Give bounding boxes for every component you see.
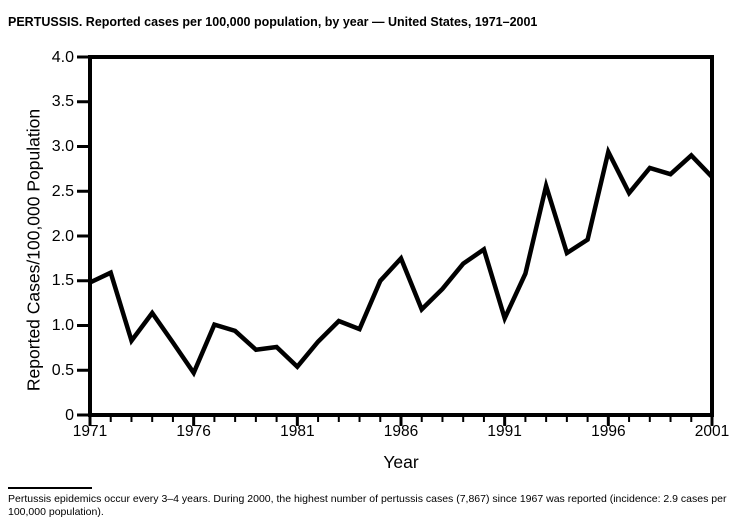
y-tick-label: 0 — [65, 406, 74, 424]
y-tick-label: 1.0 — [51, 317, 74, 334]
pertussis-data-line — [89, 145, 714, 378]
x-tick-label: 1986 — [383, 423, 419, 440]
chart-title: PERTUSSIS. Reported cases per 100,000 po… — [8, 15, 538, 29]
plot-frame — [88, 55, 714, 417]
x-tick-label: 1996 — [591, 423, 626, 440]
x-tick-label: 2001 — [694, 423, 730, 440]
y-tick-label: 3.5 — [51, 93, 74, 111]
x-tick-label: 1976 — [176, 423, 211, 440]
footnote-rule — [8, 487, 92, 489]
y-tick-label: 3.0 — [51, 138, 74, 155]
y-axis-title: Reported Cases/100,000 Population — [23, 108, 44, 392]
footnote-text: Pertussis epidemics occur every 3–4 year… — [8, 493, 727, 518]
x-tick-label: 1971 — [72, 423, 108, 440]
y-tick-label: 2.0 — [51, 227, 74, 245]
y-tick-label: 4.0 — [51, 48, 74, 66]
y-tick-label: 2.5 — [51, 182, 74, 200]
x-axis-title: Year — [383, 452, 419, 472]
x-tick-label: 1991 — [487, 423, 522, 440]
x-tick-label: 1981 — [280, 423, 315, 440]
y-tick-label: 1.5 — [51, 272, 74, 290]
y-tick-label: 0.5 — [51, 361, 74, 379]
